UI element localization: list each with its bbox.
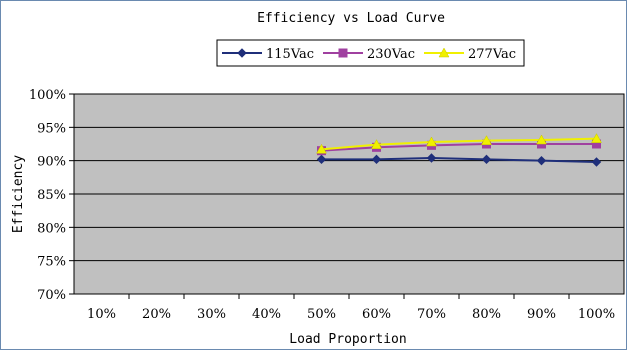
data-point (591, 133, 602, 143)
data-point (316, 154, 327, 165)
data-point (536, 134, 547, 145)
y-tick-label: 85% (37, 188, 66, 203)
data-point (371, 139, 382, 149)
series-277Vac (316, 133, 602, 154)
data-point (481, 154, 492, 165)
data-point (591, 157, 602, 167)
series-line (321, 143, 597, 152)
legend-label: 277Vac (468, 47, 516, 62)
series-line (321, 137, 597, 151)
y-axis-label: Efficiency (11, 155, 26, 233)
legend-label: 230Vac (367, 47, 415, 62)
data-point (426, 136, 437, 147)
series-115Vac (316, 153, 602, 167)
x-tick-label: 50% (307, 307, 336, 322)
series-line (321, 156, 597, 163)
y-tick-label: 80% (37, 221, 66, 236)
chart-title: Efficiency vs Load Curve (257, 11, 445, 26)
x-tick-label: 90% (527, 307, 556, 322)
x-axis-label: Load Proportion (289, 332, 406, 347)
x-tick-label: 60% (362, 307, 391, 322)
y-tick-label: 70% (37, 288, 66, 303)
data-point (536, 155, 547, 166)
x-tick-label: 30% (197, 307, 226, 322)
x-tick-label: 10% (87, 307, 116, 322)
data-point (371, 154, 382, 165)
legend-marker (237, 48, 247, 58)
x-tick-label: 80% (472, 307, 501, 322)
x-tick-label: 70% (417, 307, 446, 322)
data-point (426, 153, 437, 163)
legend-marker (338, 48, 348, 58)
y-tick-label: 95% (37, 121, 66, 136)
x-tick-label: 40% (252, 307, 281, 322)
x-tick-label: 20% (142, 307, 171, 322)
legend-label: 115Vac (266, 47, 314, 62)
legend: 115Vac 230Vac 277Vac (216, 39, 525, 67)
x-tick-label: 100% (578, 307, 615, 322)
y-tick-label: 75% (37, 255, 66, 270)
data-point (481, 135, 492, 145)
legend-marker (438, 47, 450, 58)
y-tick-label: 100% (29, 88, 66, 103)
y-tick-label: 90% (37, 155, 66, 170)
data-point (316, 143, 327, 154)
legend-box (216, 39, 525, 67)
